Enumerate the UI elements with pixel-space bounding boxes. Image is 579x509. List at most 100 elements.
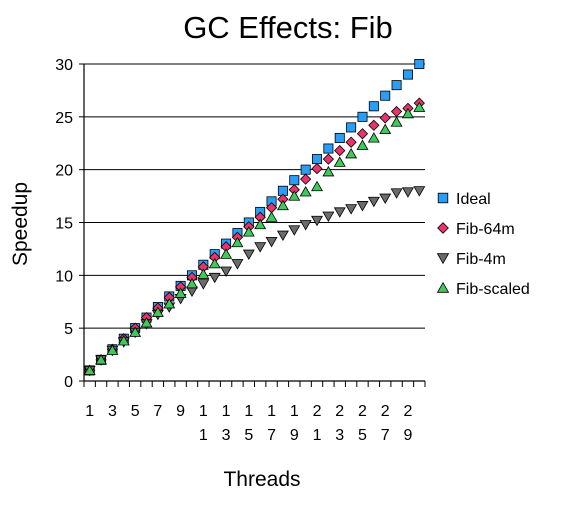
gridlines: [84, 63, 425, 329]
legend-label: Fib-scaled: [456, 281, 530, 298]
y-tick-label: 30: [55, 57, 73, 74]
series-fib-4m: [83, 186, 426, 377]
data-point: [299, 220, 312, 231]
y-tick-label: 5: [64, 321, 73, 338]
data-point: [140, 317, 153, 328]
data-point: [312, 154, 323, 165]
data-point: [288, 190, 301, 201]
data-point: [208, 257, 221, 269]
data-point: [368, 119, 380, 131]
x-tick-label: 2: [313, 403, 322, 420]
data-point: [95, 354, 108, 365]
data-point: [276, 230, 289, 242]
data-point: [390, 105, 403, 118]
data-point: [265, 236, 278, 248]
x-axis-label: Threads: [223, 468, 300, 491]
data-point: [413, 101, 426, 112]
data-point: [174, 287, 187, 298]
series-fib-64m: [84, 97, 425, 377]
data-point: [311, 215, 323, 227]
data-point: [345, 136, 357, 148]
x-tick-label: 7: [381, 427, 390, 444]
x-tick-label: 5: [244, 427, 253, 444]
x-tick-label: 2: [335, 403, 344, 420]
data-point: [345, 204, 358, 215]
data-point: [333, 207, 346, 218]
data-point: [333, 156, 346, 167]
x-tick-label: 3: [222, 427, 231, 444]
data-point: [197, 279, 210, 290]
data-point: [117, 334, 130, 346]
data-point: [402, 69, 413, 80]
x-tick-label: 1: [267, 403, 276, 420]
x-tick-label: 1: [313, 427, 322, 444]
data-point: [288, 225, 301, 236]
data-point: [254, 218, 267, 230]
data-point: [220, 266, 233, 277]
data-point: [379, 193, 392, 205]
data-point: [242, 249, 255, 261]
data-point: [357, 111, 368, 122]
x-tick-label: 3: [335, 427, 344, 444]
y-tick-label: 0: [64, 374, 73, 391]
x-tick-label: 2: [358, 403, 367, 420]
data-point: [380, 90, 391, 101]
x-tick-label: 5: [131, 403, 140, 420]
x-tick-label: 5: [358, 427, 367, 444]
data-point: [276, 199, 289, 211]
y-tick-label: 10: [55, 268, 73, 285]
x-tick-label: 9: [403, 427, 412, 444]
data-point: [356, 128, 369, 140]
y-tick-labels: 0 5 10 15 20 25 30: [55, 57, 73, 391]
x-tick-label: 9: [290, 427, 299, 444]
x-tick-label: 7: [153, 403, 162, 420]
data-point: [390, 116, 403, 127]
data-point: [289, 175, 300, 186]
x-tick-label: 1: [85, 403, 94, 420]
data-series: [83, 59, 426, 377]
legend-label: Ideal: [456, 191, 491, 208]
data-point: [323, 143, 334, 154]
data-point: [367, 132, 380, 143]
data-point: [356, 201, 369, 212]
legend-label: Fib-4m: [456, 251, 506, 268]
legend-marker: [436, 253, 450, 265]
data-point: [390, 188, 403, 199]
series-fib-scaled: [83, 101, 426, 375]
data-point: [311, 180, 323, 192]
data-point: [151, 306, 164, 317]
x-tick-label: 3: [108, 403, 117, 420]
data-point: [356, 139, 369, 150]
legend-label: Fib-64m: [456, 221, 515, 238]
y-axis-label: Speedup: [9, 182, 32, 266]
x-tick-label: 1: [244, 403, 253, 420]
data-point: [242, 226, 255, 237]
data-point: [368, 101, 379, 112]
x-tick-label: 1: [199, 427, 208, 444]
data-point: [208, 272, 221, 284]
data-point: [186, 277, 198, 289]
data-point: [414, 59, 425, 70]
data-point: [254, 242, 267, 253]
axes: [79, 63, 426, 387]
legend: Ideal Fib-64m Fib-4m Fib-scaled: [436, 191, 530, 298]
x-tick-label: 2: [403, 403, 412, 420]
data-point: [265, 211, 278, 222]
data-point: [322, 153, 335, 165]
data-point: [322, 211, 335, 223]
data-point: [379, 123, 392, 135]
chart-title: GC Effects: Fib: [183, 10, 393, 45]
data-point: [334, 145, 346, 157]
data-point: [186, 286, 198, 298]
data-point: [322, 165, 335, 177]
y-tick-label: 25: [55, 110, 73, 127]
data-point: [334, 132, 345, 143]
data-point: [311, 162, 323, 175]
data-point: [220, 248, 233, 259]
data-point: [299, 185, 312, 197]
x-tick-label: 1: [222, 403, 231, 420]
data-point: [401, 187, 414, 198]
data-point: [106, 344, 119, 355]
